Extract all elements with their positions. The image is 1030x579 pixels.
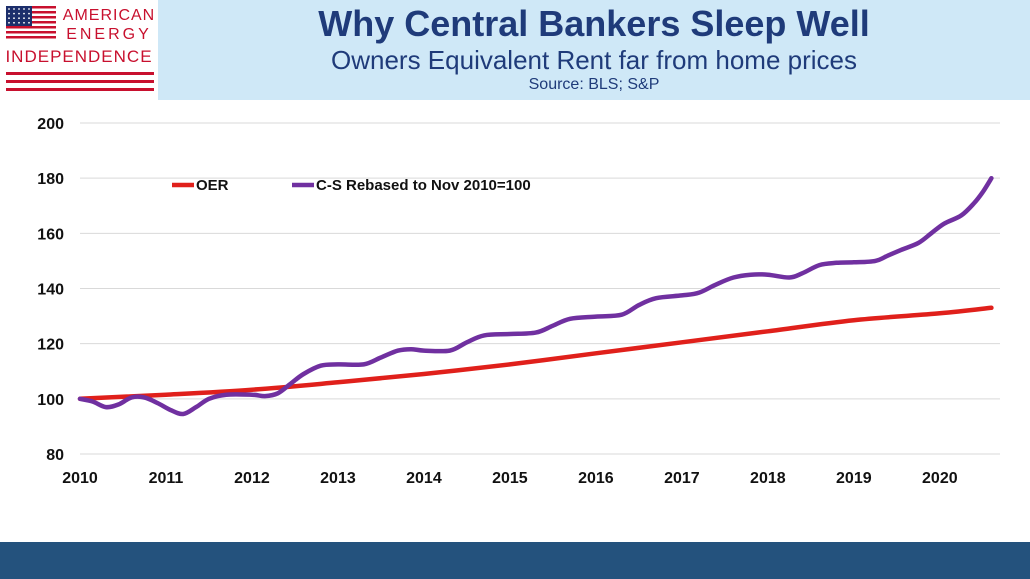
logo-rule (6, 72, 154, 75)
flag-star (28, 12, 30, 15)
flag-star (13, 12, 15, 15)
x-tick-label: 2012 (234, 470, 270, 487)
x-tick-label: 2010 (62, 470, 98, 487)
flag-star (18, 8, 20, 10)
flag-star (18, 12, 20, 15)
flag-star (23, 12, 25, 15)
flag-star (23, 17, 25, 20)
x-tick-label: 2017 (664, 470, 700, 487)
flag-star (13, 8, 15, 10)
y-tick-label: 200 (37, 116, 64, 133)
grid (80, 122, 1000, 455)
flag-star (8, 12, 10, 15)
flag-stripe (6, 31, 56, 34)
source-note: Source: BLS; S&P (528, 76, 660, 93)
flag-star (23, 8, 25, 10)
logo-rule (6, 80, 154, 83)
axes: 80 100 120 140 160 180 200 2010 2011 2012 2013 2014… (37, 116, 957, 487)
flag-star (13, 21, 15, 24)
logo-text-independence: INDEPENDENCE (5, 47, 153, 66)
x-tick-label: 2018 (750, 470, 786, 487)
legend-label: OER (196, 177, 229, 194)
flag-star (23, 21, 25, 24)
y-tick-label: 100 (37, 392, 64, 409)
y-tick-label: 80 (46, 447, 64, 464)
flag-star (8, 8, 10, 10)
flag-star (28, 8, 30, 10)
y-tick-label: 140 (37, 282, 64, 299)
y-tick-label: 160 (37, 226, 64, 243)
y-tick-label: 120 (37, 337, 64, 354)
series-line-c-s-rebased-to-nov-2010-100 (77, 175, 994, 417)
flag-star (18, 21, 20, 24)
flag-star (8, 21, 10, 24)
logo-text-energy: ENERGY (66, 26, 152, 43)
x-tick-label: 2011 (149, 470, 184, 487)
x-tick-label: 2014 (406, 470, 442, 487)
footer-bar (0, 542, 1030, 579)
legend-label: C-S Rebased to Nov 2010=100 (316, 177, 531, 194)
logo: AMERICAN ENERGY INDEPENDENCE (0, 0, 158, 100)
logo-rule (6, 88, 154, 91)
header-banner: AMERICAN ENERGY INDEPENDENCE Why Central… (0, 0, 1030, 100)
x-tick-label: 2016 (578, 470, 614, 487)
series (77, 175, 994, 417)
chart-title: Why Central Bankers Sleep Well (318, 3, 870, 44)
chart-subtitle: Owners Equivalent Rent far from home pri… (331, 45, 857, 75)
logo-text-american: AMERICAN (62, 7, 156, 24)
series-line-oer (77, 305, 994, 402)
y-tick-label: 180 (37, 171, 64, 188)
legend: OER C-S Rebased to Nov 2010=100 (172, 177, 531, 194)
x-tick-label: 2015 (492, 470, 528, 487)
x-tick-label: 2020 (922, 470, 958, 487)
flag-star (13, 17, 15, 20)
x-tick-label: 2019 (836, 470, 872, 487)
us-flag-icon (6, 6, 56, 39)
flag-stripe (6, 36, 56, 39)
flag-star (8, 17, 10, 20)
flag-star (18, 17, 20, 20)
flag-star (28, 17, 30, 20)
flag-stripe (6, 26, 56, 29)
line-chart: 80 100 120 140 160 180 200 2010 2011 2012 2013 2014… (37, 116, 1000, 487)
x-tick-label: 2013 (320, 470, 356, 487)
flag-star (28, 21, 30, 24)
